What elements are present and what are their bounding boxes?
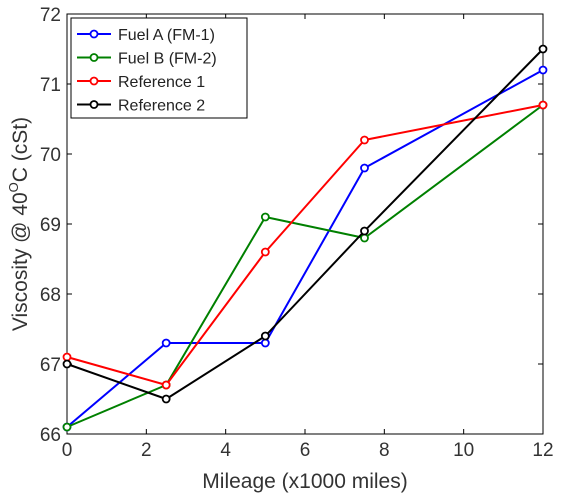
- y-tick-label: 69: [40, 215, 61, 236]
- data-point: [260, 247, 270, 257]
- legend-label: Reference 2: [118, 98, 205, 115]
- series-group: [62, 44, 548, 432]
- legend-label: Fuel B (FM-2): [118, 51, 217, 68]
- data-point: [161, 380, 171, 390]
- y-axis-label: Viscosity @ 40OC (cSt): [6, 117, 32, 331]
- x-tick-label: 10: [453, 440, 474, 461]
- data-point: [360, 163, 369, 173]
- data-point: [360, 226, 369, 236]
- legend-item: Fuel B (FM-2): [77, 51, 217, 68]
- x-axis-label: Mileage (x1000 miles): [202, 470, 407, 493]
- x-tick-label: 2: [141, 440, 152, 461]
- legend-item: Reference 2: [77, 98, 205, 115]
- y-tick-label: 71: [40, 75, 61, 96]
- x-tick-label: 4: [220, 440, 231, 461]
- x-tick-label: 6: [300, 440, 311, 461]
- legend-item: Reference 1: [77, 74, 205, 91]
- data-point: [260, 331, 270, 341]
- x-tick-label: 0: [62, 440, 73, 461]
- legend-marker: [89, 76, 99, 86]
- series-3: [62, 100, 548, 390]
- data-point: [538, 65, 548, 75]
- y-tick-label: 67: [40, 355, 61, 376]
- legend-marker: [89, 29, 99, 39]
- y-tick-label: 70: [40, 145, 61, 166]
- data-point: [161, 338, 171, 348]
- legend-item: Fuel A (FM-1): [77, 27, 215, 44]
- legend-label: Reference 1: [118, 74, 205, 91]
- legend-label: Fuel A (FM-1): [118, 27, 215, 44]
- data-point: [260, 212, 270, 222]
- x-tick-label: 12: [532, 440, 553, 461]
- y-tick-label: 72: [40, 5, 61, 26]
- data-point: [62, 422, 72, 432]
- data-point: [538, 100, 548, 110]
- legend-marker: [89, 53, 99, 62]
- data-point: [360, 233, 369, 243]
- data-point: [260, 338, 270, 348]
- legend: Fuel A (FM-1) Fuel B (FM-2) Reference 1 Ref…: [70, 17, 248, 119]
- data-point: [360, 135, 369, 145]
- y-axis-label-superscript: O: [6, 182, 21, 192]
- y-tick-label: 68: [40, 285, 61, 306]
- data-point: [62, 352, 72, 362]
- y-tick-label: 66: [40, 425, 61, 446]
- data-point: [62, 359, 72, 369]
- series-4: [62, 44, 548, 404]
- legend-marker: [89, 100, 99, 109]
- data-point: [538, 44, 548, 54]
- data-point: [161, 394, 171, 404]
- x-tick-label: 8: [379, 440, 390, 461]
